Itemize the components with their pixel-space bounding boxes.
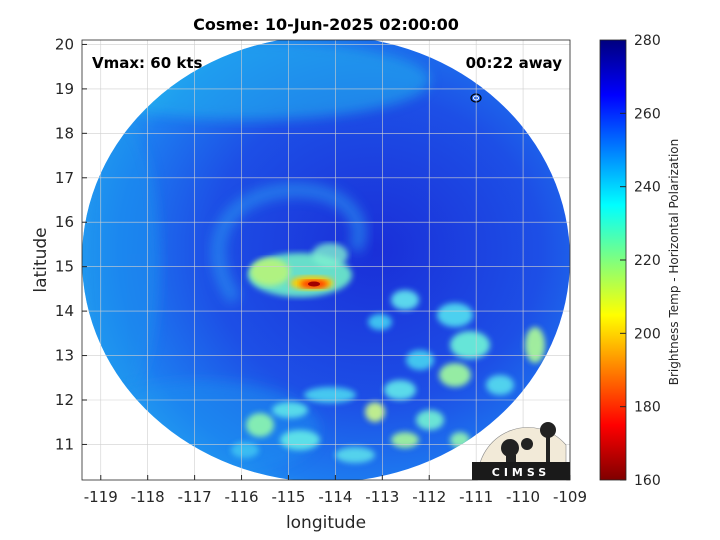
y-tick-label: 15: [55, 258, 74, 276]
y-tick-label: 14: [55, 302, 74, 320]
x-tick-label: -116: [225, 488, 259, 506]
colorbar-tick-label: 240: [634, 180, 661, 196]
colorbar: 280 260 240 220 200 180 160 Brightness Temp - …: [599, 33, 681, 489]
y-tick-label: 16: [55, 213, 74, 231]
x-tick-label: -112: [412, 488, 446, 506]
away-label: 00:22 away: [466, 54, 563, 72]
colorbar-tick-label: 220: [634, 253, 661, 269]
x-tick-label: -119: [84, 488, 118, 506]
logo-text: CIMSS: [492, 466, 550, 479]
vmax-label: Vmax: 60 kts: [92, 54, 202, 72]
x-tick-label: -114: [318, 488, 352, 506]
y-tick-label: 19: [55, 80, 74, 98]
microwave-swath: [82, 40, 570, 480]
x-tick-label: -111: [459, 488, 493, 506]
x-tick-label: -110: [506, 488, 540, 506]
colorbar-tick-label: 200: [634, 326, 661, 342]
y-tick-label: 20: [55, 35, 74, 53]
chart-title: Cosme: 10-Jun-2025 02:00:00: [193, 15, 459, 34]
y-tick-label: 18: [55, 124, 74, 142]
y-tick-label: 12: [55, 391, 74, 409]
x-axis-label: longitude: [286, 513, 366, 533]
colorbar-ticks: 280 260 240 220 200 180 160: [620, 33, 661, 489]
colorbar-tick-label: 280: [634, 33, 661, 49]
x-axis-ticks: -119 -118 -117 -116 -115 -114 -113 -112 -111 -110…: [84, 475, 587, 506]
x-tick-label: -109: [553, 488, 587, 506]
x-tick-label: -115: [271, 488, 305, 506]
grid-lines: [82, 40, 571, 480]
x-tick-label: -118: [131, 488, 165, 506]
cimss-logo: CIMSS: [472, 422, 570, 481]
colorbar-tick-label: 260: [634, 106, 661, 122]
y-axis-ticks: 20 19 18 17 16 15 14 13 12 11: [55, 35, 87, 453]
y-tick-label: 13: [55, 347, 74, 365]
colorbar-label: Brightness Temp - Horizontal Polarizatio…: [667, 139, 681, 386]
colorbar-tick-label: 180: [634, 400, 661, 416]
x-tick-label: -113: [365, 488, 399, 506]
colorbar-tick-label: 160: [634, 473, 661, 489]
y-tick-label: 11: [55, 435, 74, 453]
y-axis-label: latitude: [31, 227, 51, 292]
y-tick-label: 17: [55, 169, 74, 187]
axes-box: [81, 39, 571, 481]
x-tick-label: -117: [178, 488, 212, 506]
